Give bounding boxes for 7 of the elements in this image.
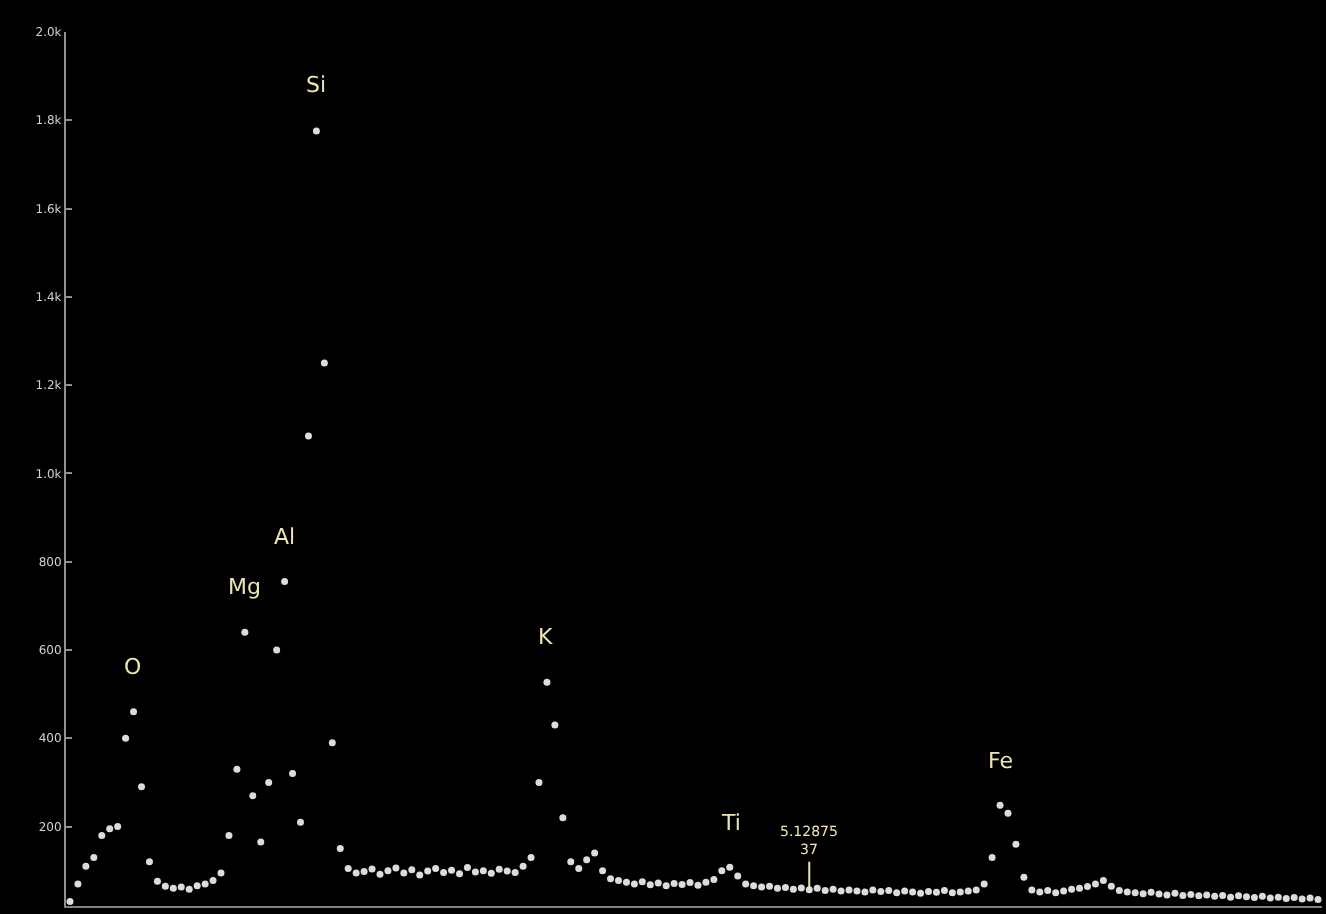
- annotation: Mg: [228, 574, 261, 600]
- annotation: Si: [306, 72, 327, 98]
- annotation: Fe: [988, 748, 1014, 774]
- annotation: K: [538, 624, 554, 650]
- annotation: Ti: [720, 810, 741, 836]
- annotation: Al: [274, 524, 296, 550]
- annotation: O: [124, 654, 142, 680]
